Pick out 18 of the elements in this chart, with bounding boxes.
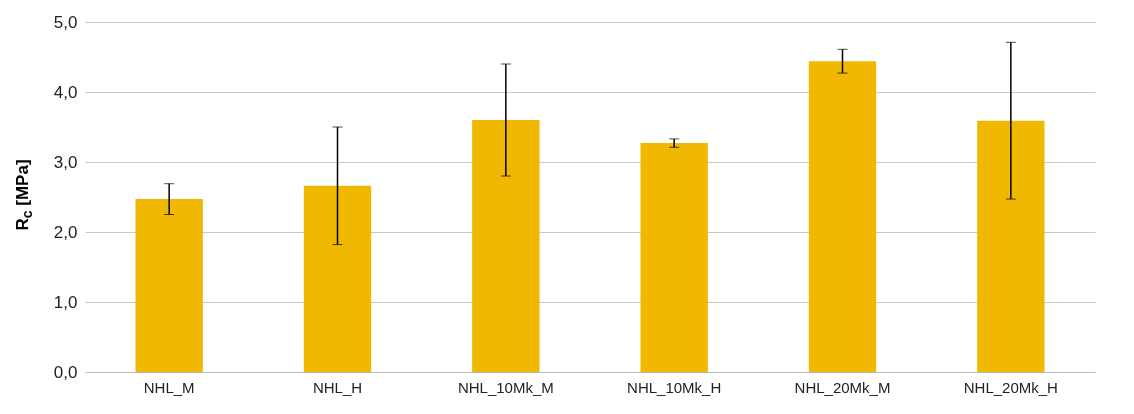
bar [135, 199, 203, 372]
x-tick-label: NHL_10Mk_H [627, 378, 722, 396]
x-tick-label: NHL_20Mk_H [963, 378, 1058, 396]
y-tick-label: 2,0 [53, 222, 78, 242]
x-tick-label: NHL_M [143, 378, 195, 396]
bar [808, 61, 877, 372]
x-tick-label: NHL_H [312, 378, 363, 396]
bar [472, 120, 540, 372]
x-tick-label: NHL_10Mk_M [457, 378, 554, 396]
bar [303, 185, 372, 372]
y-tick-label: 1,0 [53, 292, 78, 312]
y-tick-label: 5,0 [53, 12, 78, 32]
y-tick-label: 3,0 [53, 152, 78, 172]
bar [640, 143, 708, 372]
bar [977, 120, 1045, 372]
x-tick-label: NHL_20Mk_M [794, 378, 891, 396]
y-tick-label: 4,0 [53, 82, 78, 102]
y-tick-label: 0,0 [53, 362, 78, 382]
